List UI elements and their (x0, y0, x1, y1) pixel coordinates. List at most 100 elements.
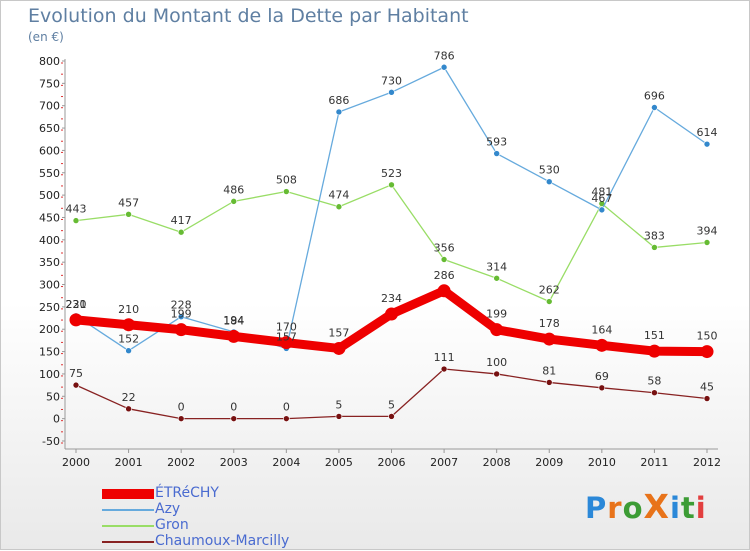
data-point-chaumoux-marcilly (545, 379, 553, 386)
data-label--tr-chy: 199 (171, 308, 192, 321)
data-point-chaumoux-marcilly (388, 413, 395, 420)
x-tick-label: 2011 (640, 456, 668, 469)
data-point-azy (545, 178, 553, 186)
data-point-azy (703, 140, 711, 148)
data-point-chaumoux-marcilly (283, 415, 290, 422)
x-tick-label: 2008 (483, 456, 511, 469)
data-label--tr-chy: 221 (66, 298, 87, 311)
data-point-azy (388, 88, 395, 96)
data-label-gron: 356 (434, 241, 455, 254)
data-point--tr-chy (279, 336, 293, 350)
data-label-gron: 383 (644, 229, 665, 242)
data-label-chaumoux-marcilly: 5 (335, 398, 342, 411)
y-tick-label: -50 (42, 435, 60, 448)
y-tick-label: 500 (39, 189, 60, 202)
data-label-gron: 443 (66, 203, 87, 216)
data-point-gron (283, 188, 290, 195)
data-label-azy: 786 (434, 49, 455, 62)
data-label--tr-chy: 178 (539, 317, 560, 330)
series-lines (69, 63, 714, 422)
data-label-azy: 530 (539, 164, 560, 177)
data-label-chaumoux-marcilly: 45 (700, 381, 714, 394)
data-label--tr-chy: 170 (276, 321, 297, 334)
data-label--tr-chy: 199 (486, 308, 507, 321)
data-label-gron: 457 (118, 196, 139, 209)
data-label--tr-chy: 151 (644, 329, 665, 342)
data-point--tr-chy (227, 329, 241, 343)
data-point-gron (703, 239, 711, 246)
x-tick-label: 2007 (430, 456, 458, 469)
y-tick-label: 800 (39, 55, 60, 68)
data-label-chaumoux-marcilly: 58 (647, 375, 661, 388)
data-label-azy: 686 (328, 94, 349, 107)
data-point--tr-chy (385, 307, 398, 321)
data-point--tr-chy (69, 313, 83, 327)
data-point-gron (177, 228, 185, 236)
legend-swatch-gron (102, 525, 154, 527)
data-label--tr-chy: 164 (591, 323, 612, 336)
data-point-chaumoux-marcilly (598, 384, 606, 392)
legend-label-chaumoux-marcilly: Chaumoux-Marcilly (155, 533, 290, 549)
data-label-gron: 262 (539, 284, 560, 297)
y-tick-label: 150 (39, 346, 60, 359)
y-tick-label: 400 (39, 234, 60, 247)
data-label-azy: 157 (276, 330, 297, 343)
x-tick-label: 2005 (325, 456, 353, 469)
series-line-gron (75, 184, 708, 303)
data-label--tr-chy: 234 (381, 292, 402, 305)
data-point-gron (335, 203, 343, 211)
legend-swatch-azy (102, 509, 154, 511)
chart-subtitle: (en €) (28, 30, 64, 44)
data-label-gron: 474 (328, 189, 349, 202)
data-point--tr-chy (595, 338, 609, 352)
data-point--tr-chy (647, 344, 661, 358)
data-point--tr-chy (490, 323, 504, 337)
data-point--tr-chy (122, 318, 136, 332)
x-tick-label: 2003 (220, 456, 248, 469)
data-label-azy: 696 (644, 89, 665, 102)
x-tick-label: 2009 (535, 456, 563, 469)
data-point-azy (440, 63, 448, 71)
data-label-chaumoux-marcilly: 0 (283, 401, 290, 414)
x-tick-label: 2002 (167, 456, 195, 469)
y-tick-label: 350 (39, 256, 60, 269)
y-tick-label: 650 (39, 122, 60, 135)
value-labels: 443 457 417 486 508 474 523 356 314 262 481 383 394 2… (66, 49, 718, 413)
x-tick-label: 2000 (62, 456, 90, 469)
data-point-gron (440, 256, 448, 263)
y-tick-label: 550 (39, 167, 60, 180)
data-point-gron (493, 274, 500, 282)
data-label--tr-chy: 286 (434, 269, 455, 282)
legend-swatch-chaumoux-marcilly (102, 541, 154, 543)
chart-title: Evolution du Montant de la Dette par Hab… (28, 5, 469, 27)
data-point-chaumoux-marcilly (703, 395, 711, 402)
data-label-azy: 194 (223, 314, 244, 327)
data-point--tr-chy (700, 345, 714, 359)
data-label-azy: 228 (171, 299, 192, 312)
data-point-gron (125, 211, 132, 218)
legend-label-gron: Gron (155, 517, 189, 533)
data-label-gron: 486 (223, 183, 244, 196)
data-label-gron: 394 (697, 225, 718, 238)
data-label-chaumoux-marcilly: 0 (178, 401, 185, 414)
x-tick-label: 2004 (272, 456, 300, 469)
data-point--tr-chy (332, 341, 346, 355)
data-point-gron (545, 298, 553, 305)
data-point-gron (388, 181, 395, 189)
data-label--tr-chy: 184 (223, 314, 244, 327)
data-label-azy: 593 (486, 136, 507, 149)
y-tick-label: 450 (39, 211, 60, 224)
x-tick-label: 2006 (378, 456, 406, 469)
data-point-chaumoux-marcilly (493, 370, 500, 378)
data-point-azy (598, 206, 606, 214)
y-tick-label: 250 (39, 301, 60, 314)
data-point-chaumoux-marcilly (125, 405, 132, 413)
x-tick-label: 2010 (588, 456, 616, 469)
y-tick-label: 750 (39, 77, 60, 90)
data-point-azy (493, 150, 500, 157)
data-point--tr-chy (437, 284, 451, 298)
data-point-azy (125, 347, 132, 354)
y-tick-label: 300 (39, 279, 60, 292)
data-point-gron (72, 217, 80, 224)
data-label-chaumoux-marcilly: 0 (230, 401, 237, 414)
